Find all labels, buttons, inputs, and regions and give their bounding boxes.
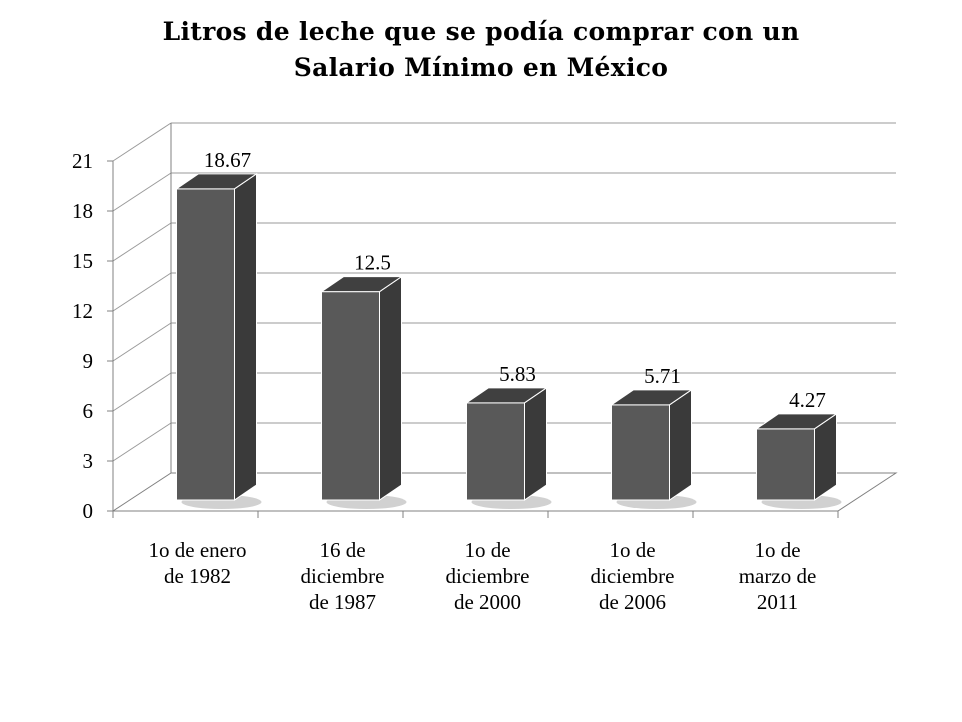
bar-front (756, 428, 815, 501)
category-label: 1o de diciembre de 2006 (563, 537, 703, 615)
bar-2 (319, 275, 407, 509)
category-label-line: 1o de (754, 538, 801, 562)
bar-5 (754, 412, 842, 509)
category-label-line: de 1982 (163, 564, 232, 588)
gridline-side (112, 372, 172, 412)
bar-front (176, 188, 235, 501)
category-label: 16 de diciembre de 1987 (273, 537, 413, 615)
y-tick-label: 3 (83, 449, 94, 473)
data-label: 18.67 (204, 148, 251, 172)
category-label-line: 1o de (609, 538, 656, 562)
bar-3 (464, 386, 552, 509)
bar-side (524, 386, 547, 501)
category-label-line: marzo de (738, 564, 817, 588)
chart-title: Litros de leche que se podía comprar con… (0, 14, 962, 86)
category-label-line: 1o de enero (148, 538, 247, 562)
category-label-line: 1o de (464, 538, 511, 562)
bar-side (379, 275, 402, 501)
data-label: 5.83 (499, 362, 536, 386)
bar-side (234, 172, 257, 501)
data-label: 4.27 (789, 388, 826, 412)
bar-top (319, 276, 404, 293)
category-label-line: diciembre (300, 564, 385, 588)
y-tick-label: 9 (83, 349, 94, 373)
category-label-line: de 1987 (308, 590, 377, 614)
y-tick-label: 0 (83, 499, 94, 523)
bar-front (611, 404, 670, 501)
chart-title-line-1: Litros de leche que se podía comprar con… (162, 17, 800, 46)
bar-front (321, 291, 380, 501)
gridline-side (112, 172, 172, 212)
category-label-line: 2011 (756, 590, 799, 614)
data-label: 12.5 (354, 251, 391, 275)
category-label: 1o de marzo de 2011 (708, 537, 848, 615)
y-tick-label: 18 (72, 199, 93, 223)
gridline-side (112, 322, 172, 362)
bar-top (174, 173, 259, 190)
bar-1 (174, 172, 262, 509)
bar-side (669, 388, 692, 501)
category-label-line: diciembre (590, 564, 675, 588)
gridline-side (112, 272, 172, 312)
y-tick-label: 15 (72, 249, 93, 273)
gridline-side (112, 422, 172, 462)
bar-front (466, 402, 525, 501)
category-label: 1o de enero de 1982 (128, 537, 268, 589)
y-tick-label: 12 (72, 299, 93, 323)
category-label-line: 16 de (319, 538, 366, 562)
gridline-side (112, 122, 172, 162)
bar-top (609, 389, 694, 406)
y-tick-label: 6 (83, 399, 94, 423)
bar-top (754, 413, 839, 430)
category-label-line: de 2000 (453, 590, 522, 614)
y-tick-label: 21 (72, 149, 93, 173)
gridline-side (112, 222, 172, 262)
bar-4 (609, 388, 697, 509)
category-label: 1o de diciembre de 2000 (418, 537, 558, 615)
chart-title-line-2: Salario Mínimo en México (293, 53, 669, 82)
category-label-line: de 2006 (598, 590, 667, 614)
category-label-line: diciembre (445, 564, 530, 588)
data-label: 5.71 (644, 364, 681, 388)
bar-top (464, 387, 549, 404)
